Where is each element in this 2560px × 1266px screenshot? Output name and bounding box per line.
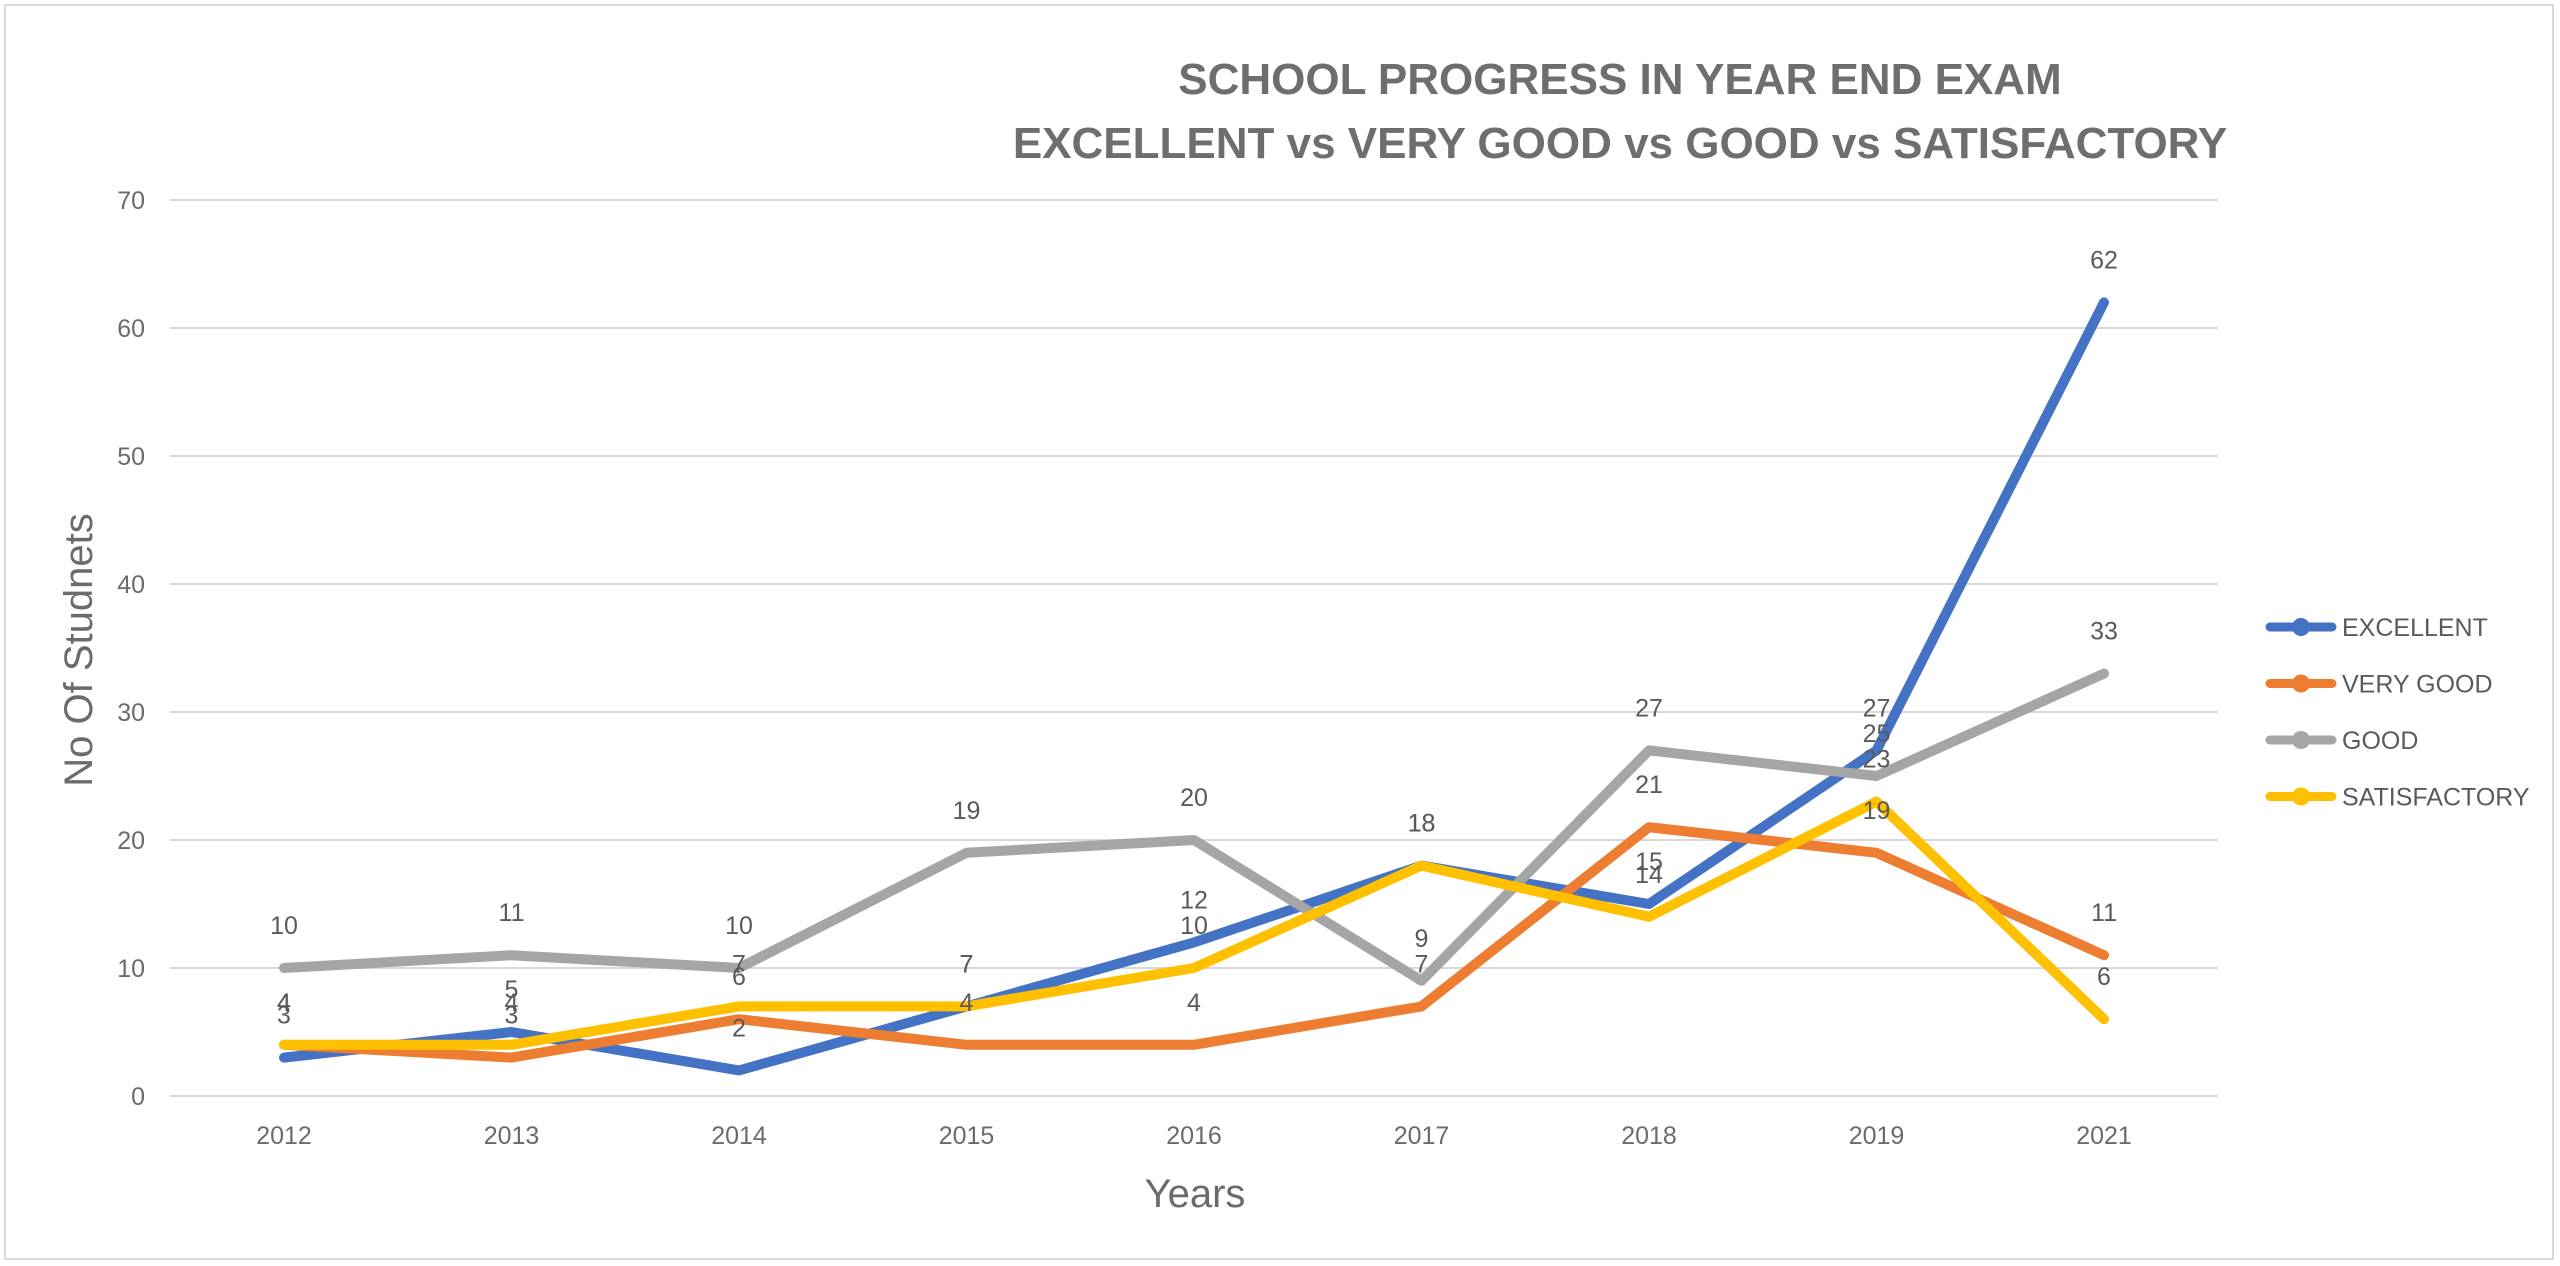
y-axis-ticks: 0 10 20 30 40 50 60 70 [117, 187, 145, 1111]
data-label-very-good: 21 [1635, 771, 1663, 799]
legend-item-satisfactory[interactable]: SATISFACTORY [2265, 784, 2530, 812]
data-label-excellent: 2 [732, 1014, 746, 1042]
x-tick-label: 2021 [2076, 1122, 2132, 1150]
gridlines [170, 199, 2218, 1097]
y-tick-label: 10 [117, 955, 145, 983]
data-label-very-good: 11 [2091, 899, 2117, 927]
data-label-good: 27 [1635, 694, 1663, 722]
legend-label: SATISFACTORY [2342, 784, 2530, 812]
legend[interactable]: EXCELLENT VERY GOOD GOOD SATISFACTORY [2265, 614, 2530, 812]
data-label-very-good: 19 [1863, 797, 1891, 825]
data-label-excellent: 3 [277, 1002, 291, 1030]
legend-marker [2292, 674, 2310, 693]
x-tick-label: 2015 [939, 1122, 995, 1150]
x-tick-label: 2018 [1621, 1122, 1677, 1150]
x-tick-label: 2017 [1394, 1122, 1450, 1150]
x-tick-label: 2012 [256, 1122, 312, 1150]
data-label-very-good: 7 [1415, 950, 1429, 978]
legend-marker [2292, 787, 2310, 806]
data-label-excellent: 15 [1635, 848, 1663, 876]
data-label-good: 20 [1180, 784, 1208, 812]
data-label-very-good: 3 [505, 1002, 519, 1030]
y-tick-label: 20 [117, 827, 145, 855]
series-line-satisfactory [279, 796, 2109, 1050]
chart-title-line-1: SCHOOL PROGRESS IN YEAR END EXAM [1178, 55, 2061, 104]
legend-label: EXCELLENT [2342, 614, 2488, 642]
data-label-very-good: 4 [277, 989, 291, 1017]
y-tick-label: 40 [117, 571, 145, 599]
legend-item-very-good[interactable]: VERY GOOD [2265, 671, 2493, 699]
data-label-excellent: 12 [1180, 886, 1208, 914]
data-label-excellent: 27 [1863, 694, 1891, 722]
data-label-very-good: 4 [960, 989, 974, 1017]
data-label-satisfactory: 14 [1635, 861, 1663, 889]
data-label-satisfactory: 7 [960, 950, 974, 978]
y-tick-label: 60 [117, 315, 145, 343]
data-label-very-good: 6 [732, 963, 746, 991]
data-label-good: 33 [2090, 618, 2118, 646]
data-label-good: 25 [1863, 720, 1891, 748]
data-label-good: 19 [953, 797, 981, 825]
legend-label: GOOD [2342, 727, 2418, 755]
y-tick-label: 0 [131, 1083, 145, 1111]
data-label-satisfactory: 6 [2097, 963, 2111, 991]
data-label-good: 9 [1415, 925, 1429, 953]
series-line-good [279, 668, 2109, 986]
y-axis-title: No Of Studnets [57, 513, 101, 786]
x-tick-label: 2019 [1849, 1122, 1905, 1150]
y-tick-label: 70 [117, 187, 145, 215]
data-label-satisfactory: 18 [1408, 810, 1436, 838]
x-axis-title: Years [1145, 1172, 1246, 1216]
data-label-satisfactory: 10 [1180, 912, 1208, 940]
legend-item-excellent[interactable]: EXCELLENT [2265, 614, 2488, 642]
data-label-excellent: 7 [960, 950, 974, 978]
data-label-very-good: 4 [1187, 989, 1201, 1017]
data-label-excellent: 62 [2090, 246, 2118, 274]
chart-title-line-2: EXCELLENT vs VERY GOOD vs GOOD vs SATISF… [1013, 119, 2227, 168]
x-tick-label: 2016 [1166, 1122, 1222, 1150]
data-label-good: 10 [725, 912, 753, 940]
x-axis-ticks: 2012 2013 2014 2015 2016 2017 2018 2019 2021 [256, 1122, 2132, 1150]
data-label-satisfactory: 4 [277, 989, 291, 1017]
y-tick-label: 30 [117, 699, 145, 727]
data-label-excellent: 5 [505, 976, 519, 1004]
x-tick-label: 2014 [711, 1122, 767, 1150]
legend-marker [2292, 618, 2310, 636]
data-label-satisfactory: 4 [505, 989, 519, 1017]
legend-item-good[interactable]: GOOD [2265, 727, 2418, 755]
x-tick-label: 2013 [484, 1122, 540, 1150]
data-label-good: 10 [270, 912, 298, 940]
data-label-satisfactory: 23 [1863, 746, 1891, 774]
legend-label: VERY GOOD [2342, 671, 2493, 699]
series-lines [279, 297, 2109, 1076]
legend-marker [2292, 731, 2310, 749]
data-label-excellent: 18 [1408, 810, 1436, 838]
data-label-satisfactory: 7 [732, 950, 746, 978]
y-tick-label: 50 [117, 443, 145, 471]
data-label-good: 11 [499, 899, 525, 927]
